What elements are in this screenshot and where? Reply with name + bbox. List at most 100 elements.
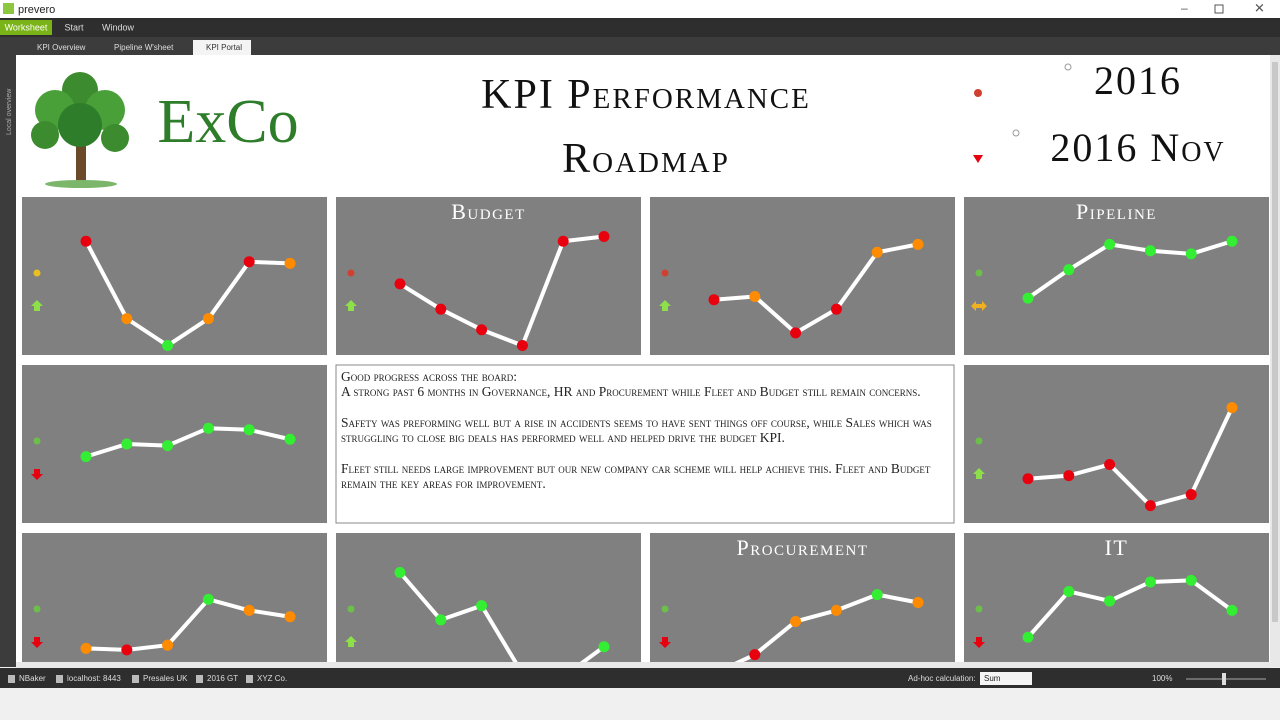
- selector[interactable]: [1064, 63, 1072, 71]
- status-bar: [0, 668, 1280, 688]
- point: [435, 614, 447, 626]
- menu-item[interactable]: Worksheet: [5, 22, 48, 32]
- trend-arrow: [345, 636, 357, 647]
- point: [1226, 604, 1238, 616]
- close[interactable]: ✕: [1254, 0, 1265, 15]
- calc-select[interactable]: [980, 672, 1032, 685]
- zoom-thumb[interactable]: [1222, 673, 1226, 685]
- point: [1063, 470, 1075, 482]
- tab[interactable]: KPI Overview: [37, 43, 86, 52]
- menu-active: [0, 20, 52, 35]
- point: [830, 604, 842, 616]
- status-dot: [347, 605, 355, 613]
- point: [1185, 489, 1197, 501]
- point: [202, 422, 214, 434]
- status-dot: [33, 437, 41, 445]
- point: [162, 340, 174, 352]
- status-item: NBaker: [19, 674, 46, 683]
- scroll-thumb[interactable]: [1272, 62, 1278, 622]
- panel: [964, 197, 1269, 355]
- selector[interactable]: [1012, 129, 1020, 137]
- logo-tree: [31, 72, 129, 188]
- line: [734, 592, 919, 662]
- status-dot: [975, 605, 983, 613]
- point: [1104, 595, 1116, 607]
- point: [476, 324, 488, 336]
- status-dot: [347, 269, 355, 277]
- tab[interactable]: Pipeline W'sheet: [114, 43, 174, 52]
- panel: [650, 533, 955, 662]
- point: [516, 340, 528, 352]
- h-scrollbar[interactable]: [16, 662, 1270, 668]
- menu-item[interactable]: Window: [102, 22, 135, 32]
- tab-active: [193, 40, 251, 55]
- panel-grid: Budget Pipeline Procurement IT: [22, 197, 1269, 662]
- paragraph: Safety was preforming well but a rise in…: [341, 414, 932, 446]
- paragraph: Good progress across the board:: [341, 369, 518, 384]
- point: [394, 567, 406, 578]
- trend-arrow: [973, 155, 983, 163]
- line: [398, 234, 605, 348]
- tab[interactable]: KPI Portal: [206, 43, 242, 52]
- minimize[interactable]: –: [1181, 1, 1188, 15]
- status-icon: [196, 675, 203, 683]
- point: [871, 246, 883, 258]
- point: [912, 238, 924, 250]
- status-dot: [33, 269, 41, 277]
- panel-title: Pipeline: [1076, 199, 1157, 224]
- point: [749, 291, 761, 303]
- point: [394, 278, 406, 290]
- point: [1104, 459, 1116, 471]
- menu-item[interactable]: Start: [64, 22, 84, 32]
- commentary-box: [335, 364, 955, 524]
- panel-title: Procurement: [736, 535, 868, 560]
- point: [557, 235, 569, 247]
- calc-label: Ad-hoc calculation:: [908, 674, 976, 683]
- paragraph: Fleet still needs large improvement but …: [341, 460, 931, 492]
- panel: [336, 533, 641, 662]
- point: [1185, 248, 1197, 260]
- point: [1104, 238, 1116, 250]
- point: [435, 303, 447, 315]
- trend-arrow: [659, 637, 671, 648]
- point: [1022, 631, 1034, 643]
- status-items: NBaker localhost: 8443 Presales UK 2016 GT X…: [8, 674, 287, 683]
- point: [121, 438, 133, 450]
- maximize[interactable]: [1214, 4, 1224, 14]
- period[interactable]: 2016 Nov: [1050, 125, 1225, 170]
- point: [243, 604, 255, 616]
- window-title: prevero: [18, 4, 55, 16]
- tab-bar: [0, 37, 1280, 55]
- point: [1022, 292, 1034, 304]
- calc-value[interactable]: Sum: [984, 674, 1001, 683]
- panel: [336, 197, 641, 355]
- point: [121, 313, 133, 325]
- line: [1026, 578, 1234, 639]
- panel: [22, 533, 327, 662]
- point: [284, 611, 296, 623]
- line: [713, 242, 919, 335]
- point: [790, 327, 802, 339]
- status-icon: [246, 675, 253, 683]
- trend-arrow: [345, 300, 357, 311]
- panel: [22, 197, 327, 355]
- line: [85, 426, 291, 459]
- trend-arrow: [31, 300, 43, 311]
- line: [85, 597, 291, 652]
- year[interactable]: 2016: [1094, 58, 1182, 103]
- status-dot: [661, 605, 669, 613]
- point: [790, 615, 802, 627]
- side-label[interactable]: Local overview: [6, 88, 13, 135]
- app-icon: [3, 3, 14, 14]
- side-bar: [0, 55, 16, 667]
- point: [284, 433, 296, 445]
- panel-title: Budget: [451, 199, 526, 224]
- status-dot: [33, 605, 41, 613]
- point: [1226, 402, 1238, 414]
- commentary: Good progress across the board: A strong…: [341, 369, 932, 492]
- panel: [964, 365, 1269, 523]
- point: [80, 235, 92, 247]
- point: [871, 589, 883, 601]
- line: [1027, 406, 1234, 508]
